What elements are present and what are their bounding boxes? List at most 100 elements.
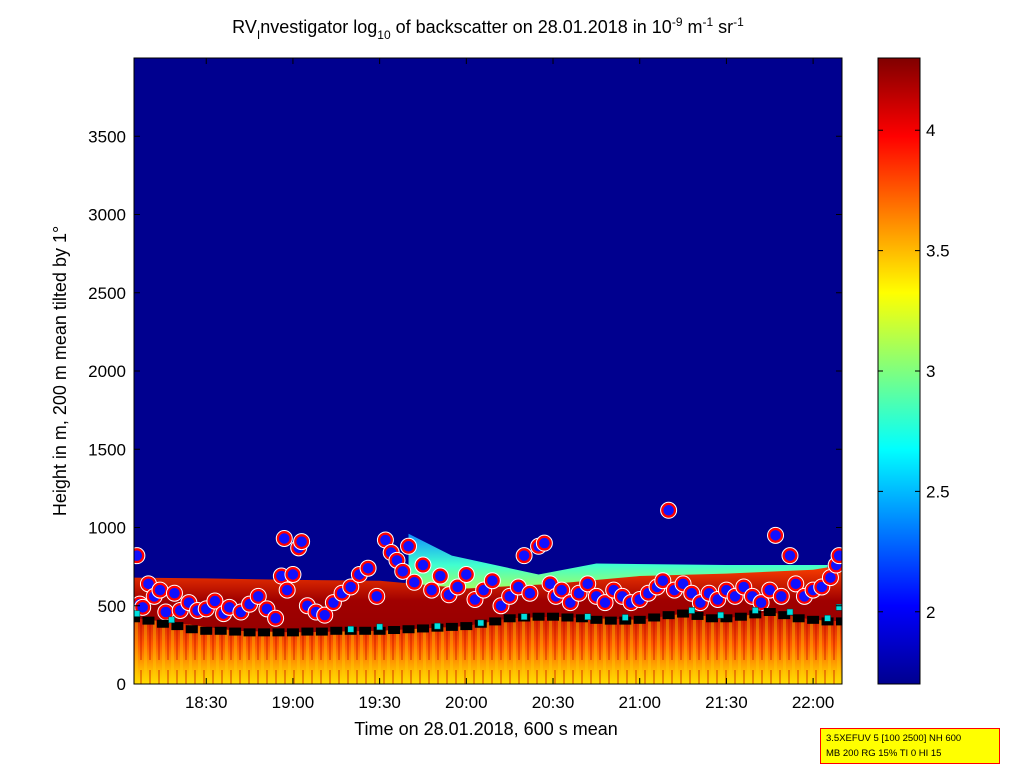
layer-height-marker: [458, 566, 475, 583]
boundary-layer-marker: [286, 628, 299, 637]
boundary-layer-marker: [416, 624, 429, 633]
layer-height-marker: [553, 582, 570, 598]
boundary-layer-marker: [734, 612, 747, 621]
colorbar-tick-label: 2.5: [926, 482, 950, 501]
layer-height-marker-ring: [570, 584, 588, 602]
layer-height-marker: [788, 576, 804, 592]
layer-height-marker: [579, 576, 596, 592]
cyan-marker: [477, 619, 485, 627]
layer-height-marker: [368, 588, 385, 605]
layer-height-marker-ring: [165, 584, 183, 602]
layer-height-marker: [395, 563, 411, 580]
layer-height-marker: [522, 585, 538, 601]
colorbar: 2 2.5 3 3.5 4: [877, 57, 950, 685]
boundary-layer-marker: [359, 626, 372, 635]
layer-height-marker-ring: [691, 594, 709, 612]
y-tick-label: 500: [98, 597, 126, 616]
boundary-layer-marker: [633, 615, 646, 624]
boundary-layer-marker: [388, 626, 401, 635]
layer-height-marker-ring: [394, 562, 412, 580]
layer-height-marker-ring: [293, 533, 311, 551]
boundary-layer-marker: [763, 608, 776, 617]
boundary-layer-marker: [604, 616, 617, 625]
layer-height-marker-ring: [278, 581, 296, 599]
colorbar-tick-label: 3.5: [926, 242, 950, 261]
boundary-layer-marker: [185, 625, 198, 634]
layer-height-marker: [342, 579, 359, 595]
layer-height-marker-ring: [423, 581, 441, 599]
y-axis-label: Height in m, 200 m mean tilted by 1°: [50, 226, 70, 516]
boundary-layer-marker: [171, 622, 184, 631]
cyan-marker: [688, 607, 695, 614]
info-line-2: MB 200 RG 15% TI 0 HI 15: [826, 748, 942, 759]
layer-height-marker-ring: [466, 590, 484, 608]
layer-height-marker-ring: [767, 526, 785, 544]
boundary-layer-marker: [243, 628, 256, 637]
boundary-layer-marker: [749, 610, 762, 619]
layer-height-marker-ring: [206, 592, 224, 610]
y-tick-label: 2000: [88, 362, 126, 381]
layer-height-marker-ring: [275, 529, 293, 547]
x-tick-label: 22:00: [792, 693, 835, 712]
y-tick-label: 3500: [88, 127, 126, 146]
layer-height-marker-ring: [475, 581, 493, 599]
backscatter-layers: [134, 533, 842, 684]
boundary-layer-marker: [691, 611, 704, 620]
cyan-marker: [134, 610, 141, 617]
layer-height-marker: [423, 582, 440, 598]
layer-markers: [134, 501, 842, 637]
layer-height-marker-ring: [342, 578, 360, 596]
layer-height-marker: [316, 607, 333, 623]
layer-height-marker-ring: [787, 575, 805, 593]
layer-height-marker-ring: [492, 597, 510, 615]
boundary-layer-marker: [575, 614, 588, 623]
layer-height-marker-ring: [654, 572, 672, 590]
layer-height-marker: [432, 568, 449, 584]
boundary-layer-marker: [807, 615, 820, 624]
heatmap-plot-area: [134, 58, 842, 684]
layer-height-marker: [285, 566, 301, 583]
colorbar-tick-label: 3: [926, 362, 935, 381]
boundary-layer-marker: [315, 627, 328, 636]
layer-height-marker: [753, 594, 769, 611]
layer-height-marker: [767, 527, 784, 544]
boundary-layer-marker: [229, 627, 242, 636]
boundary-layer-marker: [532, 612, 545, 621]
boundary-layer-marker: [720, 614, 733, 623]
boundary-layer-marker: [272, 628, 285, 637]
layer-height-marker: [406, 574, 423, 591]
layer-height-marker: [250, 588, 267, 605]
layer-height-marker-ring: [400, 537, 418, 555]
layer-height-marker: [158, 604, 174, 620]
boundary-layer-marker: [134, 614, 140, 623]
layer-height-marker: [400, 538, 417, 555]
boundary-layer-marker: [792, 614, 805, 623]
boundary-layer-marker: [547, 612, 560, 621]
boundary-layer-marker: [301, 627, 314, 636]
layer-height-marker-ring: [134, 547, 146, 565]
boundary-layer-marker: [561, 613, 574, 622]
layer-height-marker-ring: [134, 598, 152, 616]
layer-height-marker-ring: [535, 534, 553, 552]
y-tick-label: 0: [117, 675, 126, 694]
layer-height-marker-ring: [813, 578, 831, 596]
layer-height-marker-ring: [683, 584, 701, 602]
layer-height-marker-ring: [660, 501, 678, 519]
cyan-marker: [752, 607, 759, 614]
cyan-marker: [434, 622, 441, 630]
layer-height-marker: [597, 594, 613, 611]
y-tick-label: 1500: [88, 440, 126, 459]
layer-height-marker-ring: [561, 594, 579, 612]
cyan-marker: [347, 625, 354, 633]
layer-height-marker-ring: [726, 587, 744, 605]
boundary-layer-marker: [373, 626, 386, 635]
layer-height-marker-ring: [553, 581, 571, 599]
boundary-layer-marker: [142, 616, 155, 625]
colorbar-gradient: [877, 57, 921, 685]
x-tick-label: 19:30: [358, 693, 401, 712]
layer-height-marker: [415, 557, 431, 573]
cyan-marker: [168, 616, 175, 624]
boundary-layer-marker: [445, 622, 458, 631]
layer-height-marker-ring: [324, 594, 342, 612]
